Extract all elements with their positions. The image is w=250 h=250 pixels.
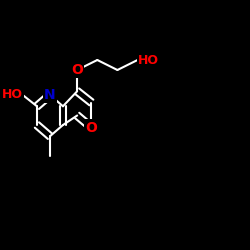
Text: HO: HO	[2, 88, 23, 102]
Text: HO: HO	[138, 54, 158, 66]
Text: O: O	[86, 120, 97, 134]
Text: N: N	[44, 88, 56, 102]
Text: O: O	[71, 63, 83, 77]
